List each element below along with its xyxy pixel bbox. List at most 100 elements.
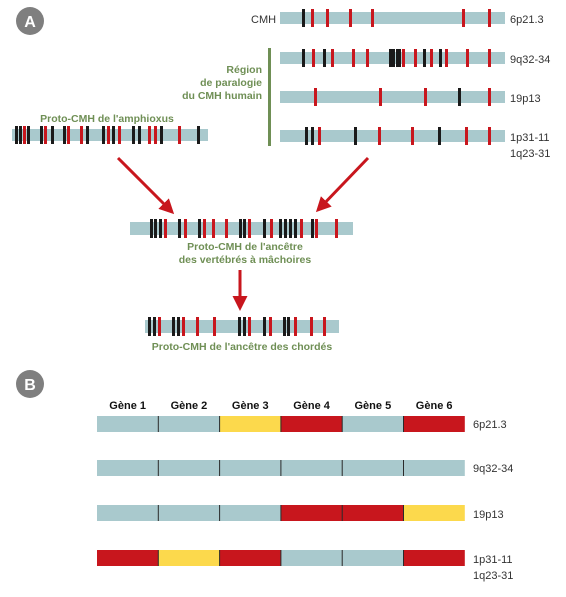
panel-a-badge — [16, 7, 44, 35]
red-gene-mark — [366, 49, 369, 67]
panel-b-badge — [16, 370, 44, 398]
gene-segment — [219, 460, 281, 476]
black-gene-mark — [19, 126, 22, 144]
gene-segment — [403, 550, 465, 566]
gene-segment — [403, 505, 465, 521]
black-gene-mark — [283, 317, 286, 336]
red-gene-mark — [352, 49, 355, 67]
gene-row-3 — [97, 505, 465, 521]
red-gene-mark — [294, 317, 297, 336]
red-gene-mark — [196, 317, 199, 336]
chrom-label-19p13: 19p13 — [510, 93, 541, 105]
vertebrate-ancestor-proto-mhc — [130, 219, 353, 238]
gene-segment — [97, 550, 159, 566]
red-gene-mark — [378, 127, 381, 145]
panel-a-badge-text: A — [24, 14, 36, 31]
paralogy-label-line1: Région — [226, 64, 262, 76]
gene-row-4 — [97, 550, 465, 566]
row-label-6p21: 6p21.3 — [473, 419, 507, 431]
black-gene-mark — [132, 126, 135, 144]
amphioxus-proto-mhc — [12, 126, 208, 144]
arrow-human-to-ancestor — [315, 156, 370, 213]
gene-segment — [342, 416, 404, 432]
black-gene-mark — [323, 49, 326, 67]
red-gene-mark — [270, 219, 273, 238]
red-gene-mark — [154, 126, 157, 144]
black-gene-mark — [263, 317, 266, 336]
black-gene-mark — [294, 219, 297, 238]
black-gene-mark — [15, 126, 18, 144]
gene-header-4: Gène 4 — [293, 400, 331, 412]
row-label-19p13: 19p13 — [473, 509, 504, 521]
red-gene-mark — [248, 219, 251, 238]
black-gene-mark — [396, 49, 401, 67]
row-label-1p31: 1p31-11 — [473, 554, 513, 566]
gene-headers: Gène 1 Gène 2 Gène 3 Gène 4 Gène 5 Gène 6 — [109, 400, 452, 412]
gene-segment — [97, 416, 159, 432]
chrom-6p21-bar — [280, 12, 505, 24]
black-gene-mark — [63, 126, 66, 144]
row-label-9q32: 9q32-34 — [473, 463, 513, 475]
red-gene-mark — [315, 219, 318, 238]
red-gene-mark — [488, 49, 491, 67]
black-gene-mark — [289, 219, 292, 238]
red-gene-mark — [465, 127, 468, 145]
black-gene-mark — [284, 219, 287, 238]
black-gene-mark — [198, 219, 201, 238]
black-gene-mark — [311, 127, 314, 145]
black-gene-mark — [177, 317, 180, 336]
black-gene-mark — [154, 219, 157, 238]
black-gene-mark — [112, 126, 115, 144]
red-gene-mark — [466, 49, 469, 67]
vertebrate-ancestor-label-line1: Proto-CMH de l'ancêtre — [187, 241, 303, 253]
red-gene-mark — [23, 126, 26, 144]
red-gene-mark — [269, 317, 272, 336]
gene-rows — [97, 416, 465, 566]
chrom-label-6p21: 6p21.3 — [510, 14, 544, 26]
black-gene-mark — [160, 126, 163, 144]
red-gene-mark — [430, 49, 433, 67]
black-gene-mark — [159, 219, 162, 238]
gene-segment — [280, 460, 343, 476]
red-gene-mark — [184, 219, 187, 238]
red-gene-mark — [44, 126, 47, 144]
black-gene-mark — [243, 317, 246, 336]
red-gene-mark — [323, 317, 326, 336]
gene-segment — [158, 460, 220, 476]
black-gene-mark — [102, 126, 105, 144]
gene-header-5: Gène 5 — [355, 400, 392, 412]
black-gene-mark — [51, 126, 54, 144]
chordate-ancestor-proto-mhc — [145, 317, 339, 336]
red-gene-mark — [212, 219, 215, 238]
red-gene-mark — [178, 126, 181, 144]
paralogy-bracket — [268, 48, 271, 146]
red-gene-mark — [371, 9, 374, 27]
red-gene-mark — [331, 49, 334, 67]
red-gene-mark — [314, 88, 317, 106]
black-gene-mark — [389, 49, 395, 67]
chrom-label-9q32: 9q32-34 — [510, 54, 550, 66]
chordate-ancestor-label: Proto-CMH de l'ancêtre des chordés — [152, 341, 333, 353]
gene-segment — [158, 550, 220, 566]
gene-header-3: Gène 3 — [232, 400, 269, 412]
chrom-label-1q23: 1q23-31 — [510, 148, 550, 160]
red-gene-mark — [318, 127, 321, 145]
red-gene-mark — [80, 126, 83, 144]
arrow-amphioxus-to-ancestor — [116, 156, 175, 215]
red-gene-mark — [402, 49, 405, 67]
chrom-19p13-bar — [280, 91, 505, 103]
black-gene-mark — [40, 126, 43, 144]
red-gene-mark — [445, 49, 448, 67]
gene-segment — [280, 550, 343, 566]
red-gene-mark — [311, 9, 314, 27]
black-gene-mark — [438, 127, 441, 145]
red-gene-mark — [424, 88, 427, 106]
black-gene-mark — [150, 219, 153, 238]
red-gene-mark — [213, 317, 216, 336]
gene-segment — [219, 550, 281, 566]
cmh-prefix-label: CMH — [251, 14, 276, 26]
red-gene-mark — [379, 88, 382, 106]
gene-segment — [280, 416, 343, 432]
